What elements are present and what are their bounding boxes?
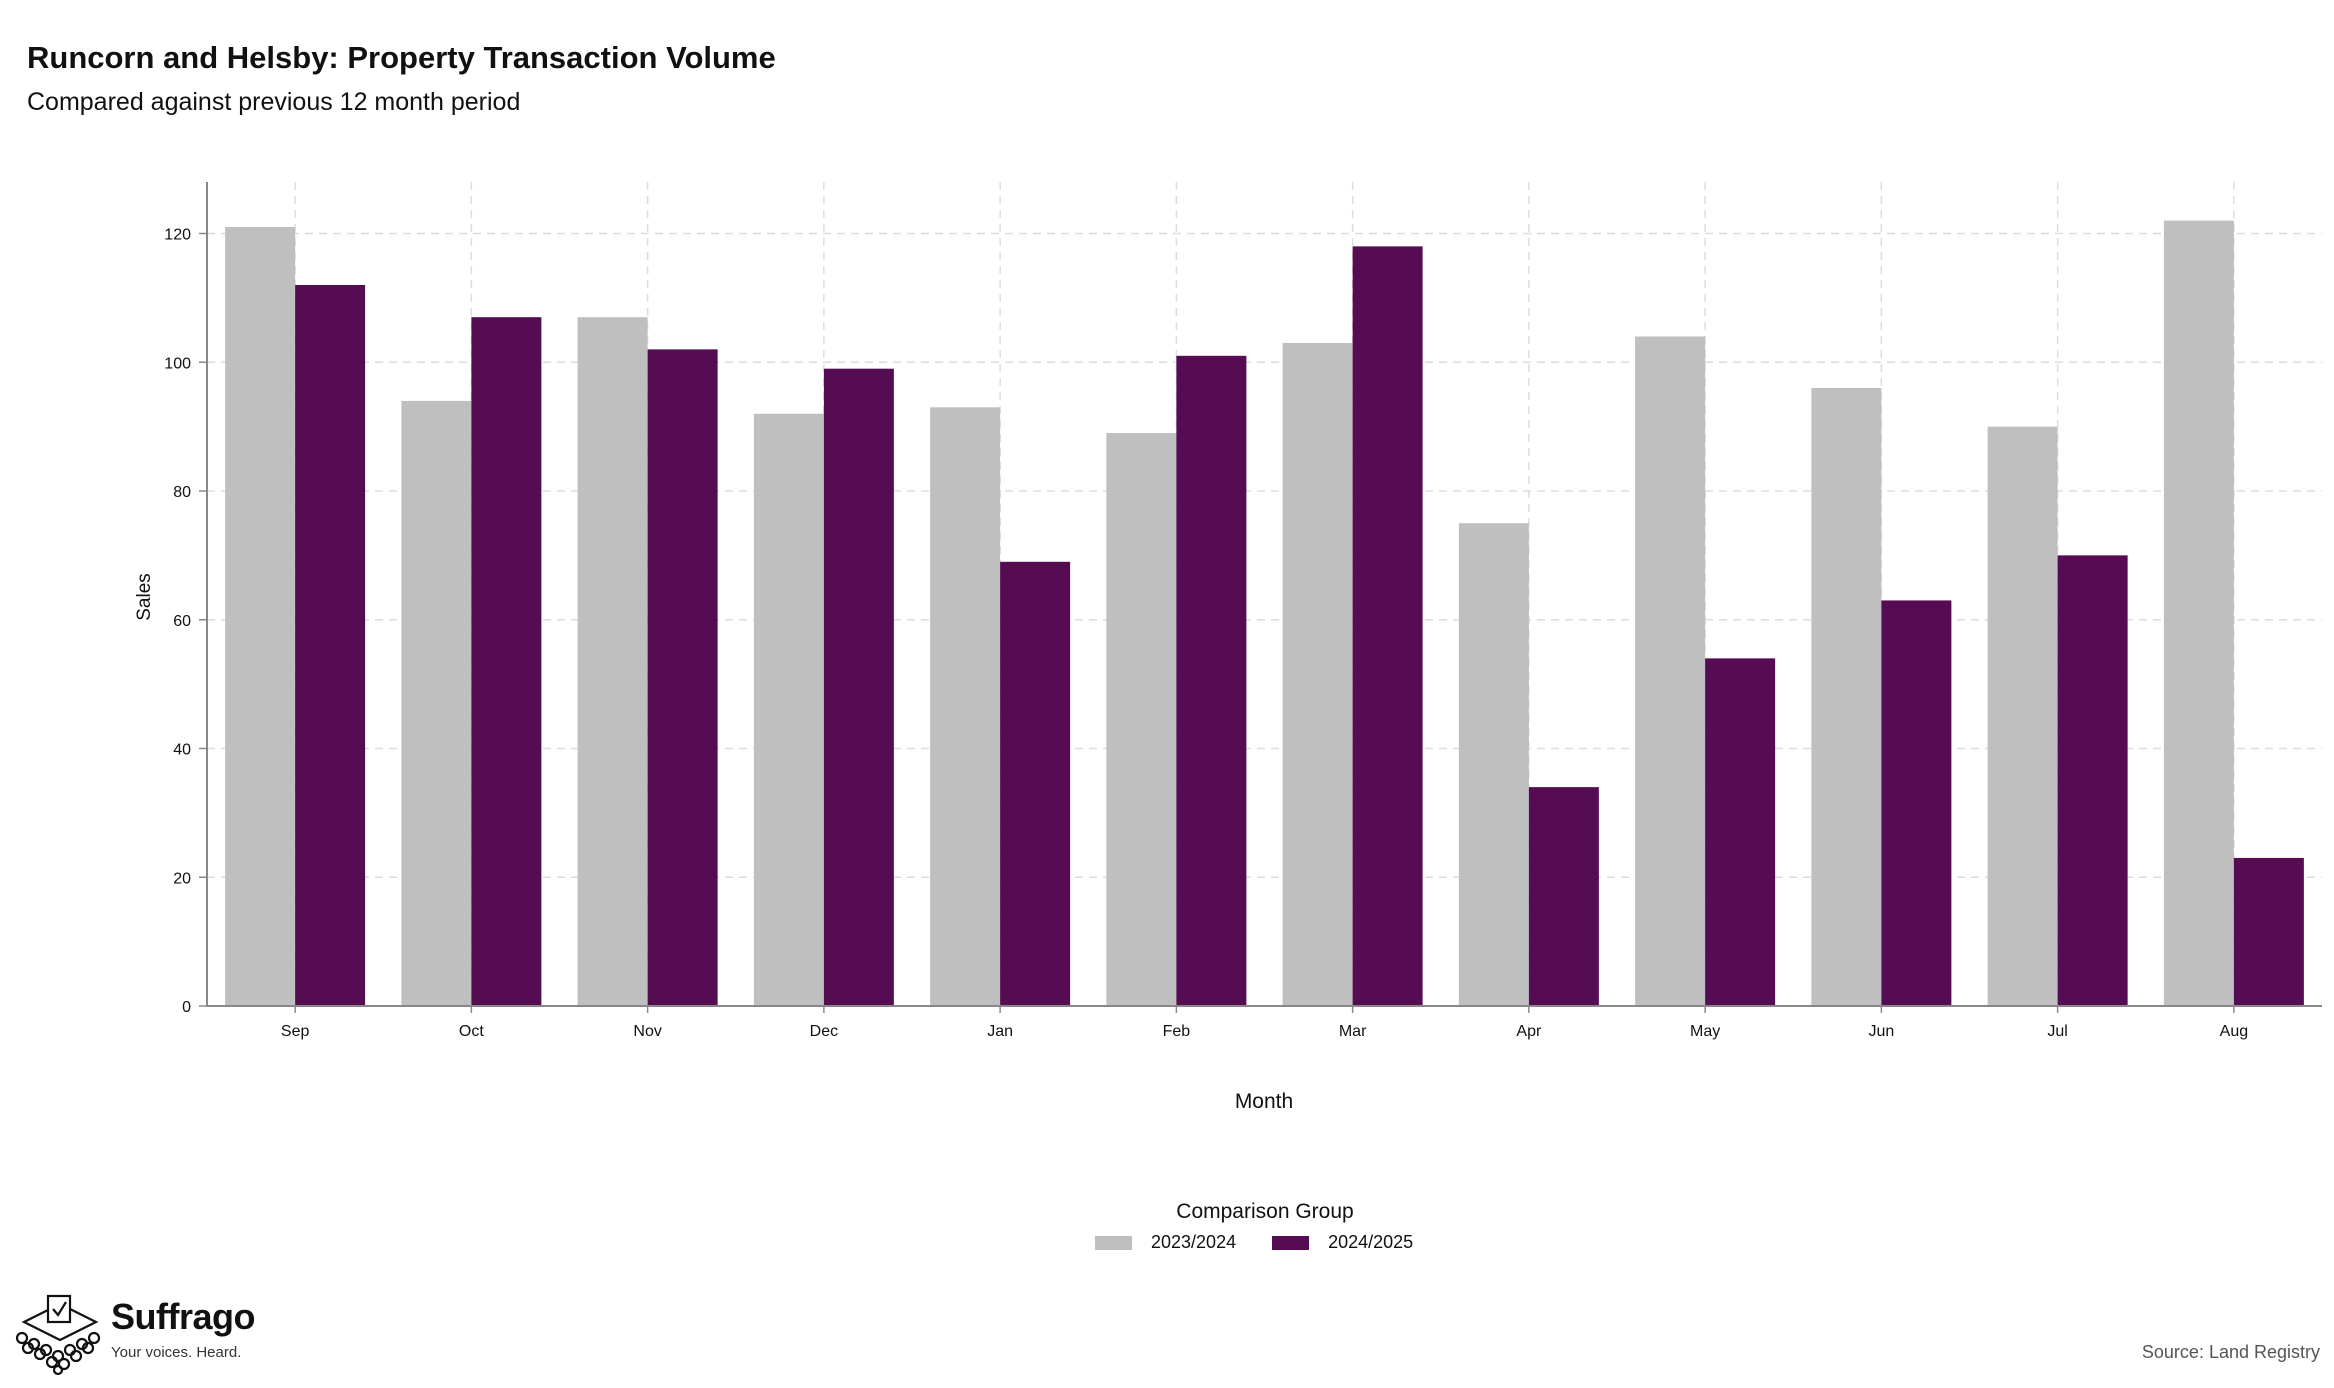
bar-2023-2024-sep [225, 227, 296, 1006]
bar-2023-2024-nov [577, 317, 648, 1006]
bar-2024-2025-mar [1352, 246, 1423, 1006]
bar-group [225, 220, 2304, 1006]
bar-2024-2025-nov [647, 349, 718, 1006]
ballot-box-icon [15, 1294, 101, 1376]
legend-label-2024-2025: 2024/2025 [1328, 1232, 1414, 1252]
brand-tagline: Your voices. Heard. [111, 1344, 242, 1361]
x-tick-label: Oct [459, 1023, 484, 1040]
x-tick-label: Jun [1868, 1023, 1894, 1040]
x-tick-label: May [1690, 1023, 1720, 1040]
legend: 2023/2024 2024/2025 [1095, 1232, 1449, 1253]
legend-item-2024-2025: 2024/2025 [1272, 1232, 1413, 1253]
tick-labels: 0 20 40 60 80 100 120 Sep Oct Nov Dec Jan Feb Mar Apr M… [164, 227, 2248, 1041]
x-tick-label: Jul [2047, 1023, 2067, 1040]
y-tick-label: 120 [164, 227, 191, 244]
x-tick-label: Sep [281, 1023, 310, 1040]
y-tick-label: 40 [173, 742, 191, 759]
bar-2024-2025-sep [295, 285, 366, 1006]
y-tick-label: 20 [173, 870, 191, 887]
y-tick-label: 0 [182, 999, 191, 1016]
bar-2023-2024-oct [401, 400, 472, 1006]
bar-2024-2025-oct [471, 317, 542, 1006]
bar-2024-2025-feb [1176, 355, 1247, 1006]
x-tick-label: Aug [2220, 1023, 2248, 1040]
legend-swatch-2024-2025 [1272, 1235, 1310, 1250]
bar-2024-2025-jun [1881, 600, 1952, 1006]
x-tick-label: Jan [987, 1023, 1013, 1040]
bar-2024-2025-jan [1000, 561, 1071, 1006]
axes [199, 182, 2322, 1013]
legend-swatch-2023-2024 [1095, 1235, 1132, 1250]
x-tick-label: Mar [1339, 1023, 1367, 1040]
x-tick-label: Nov [633, 1023, 661, 1040]
chart-subtitle: Compared against previous 12 month perio… [27, 88, 521, 116]
x-tick-label: Apr [1516, 1023, 1542, 1040]
y-tick-label: 80 [173, 484, 191, 501]
y-tick-label: 100 [164, 355, 191, 372]
bar-2023-2024-jan [930, 407, 1001, 1006]
bar-2024-2025-aug [2233, 857, 2304, 1006]
bar-2024-2025-dec [823, 368, 894, 1006]
bar-2023-2024-jul [1987, 426, 2058, 1006]
brand-name: Suffrago [111, 1296, 256, 1337]
chart-title: Runcorn and Helsby: Property Transaction… [27, 40, 776, 75]
legend-title: Comparison Group [1176, 1200, 1354, 1223]
bar-2024-2025-apr [1528, 787, 1599, 1006]
y-axis-label: Sales [134, 573, 155, 621]
bar-2024-2025-may [1705, 658, 1776, 1006]
bar-2023-2024-jun [1811, 388, 1882, 1006]
bar-2023-2024-dec [753, 413, 824, 1006]
x-tick-label: Dec [810, 1023, 838, 1040]
y-tick-label: 60 [173, 613, 191, 630]
x-tick-label: Feb [1163, 1023, 1191, 1040]
bar-2024-2025-jul [2057, 555, 2128, 1006]
bar-2023-2024-may [1635, 336, 1706, 1006]
legend-label-2023-2024: 2023/2024 [1151, 1232, 1237, 1252]
source-note: Source: Land Registry [2141, 1342, 2320, 1362]
bar-2023-2024-aug [2163, 220, 2234, 1006]
bar-2023-2024-mar [1282, 342, 1353, 1006]
bar-2023-2024-apr [1458, 523, 1529, 1006]
bar-2023-2024-feb [1106, 433, 1177, 1006]
legend-item-2023-2024: 2023/2024 [1095, 1232, 1236, 1253]
x-axis-label: Month [1235, 1090, 1293, 1113]
bar-chart: 0 20 40 60 80 100 120 Sep Oct Nov Dec Jan Feb Mar Apr M… [134, 182, 2322, 1113]
